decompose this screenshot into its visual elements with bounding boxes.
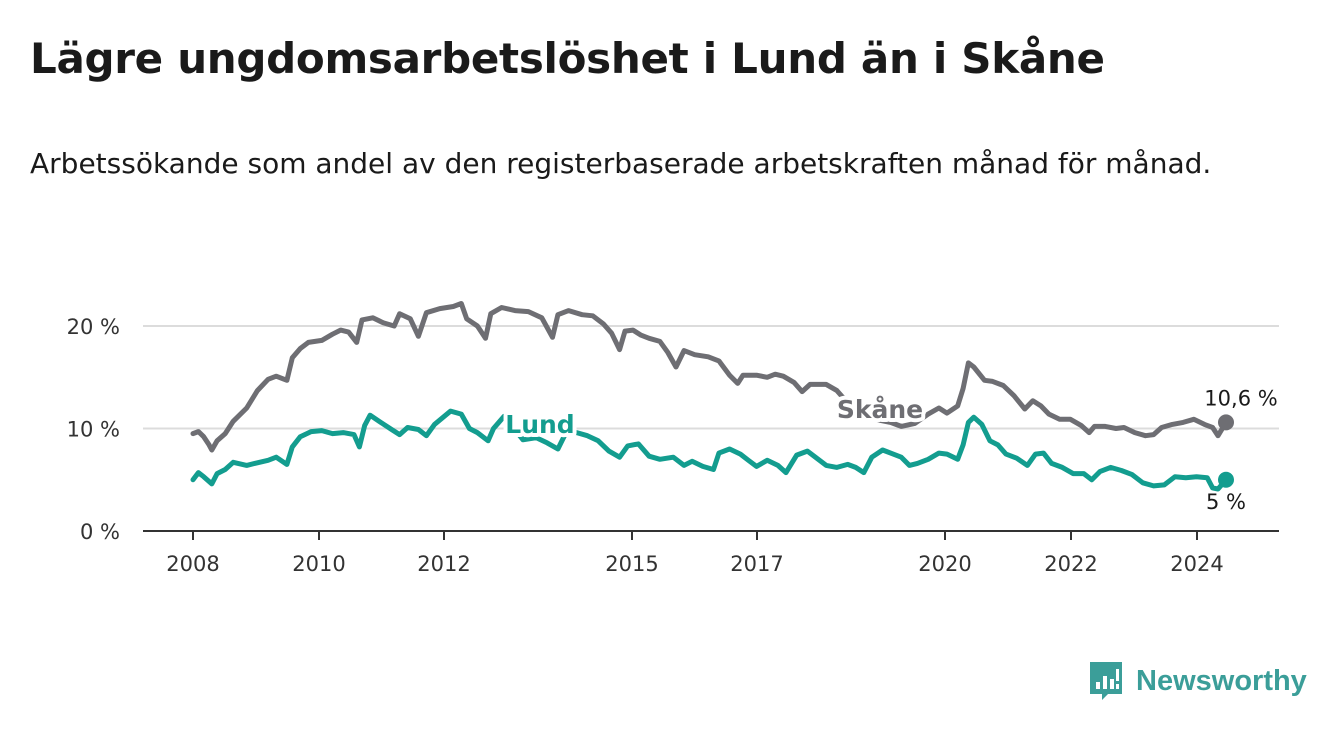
series-line-skne [190,301,1229,453]
series-label: Skåne [837,395,923,424]
end-point [1218,471,1234,488]
x-axis: 2008 2010 2012 2015 2017 2020 2022 2024 [143,530,1279,576]
x-tick-label: 2022 [1044,552,1097,576]
x-tick-label: 2012 [417,552,470,576]
y-tick-label: 20 % [67,315,120,339]
x-tick-label: 2020 [918,552,971,576]
x-tick-label: 2017 [730,552,783,576]
bar-chart-icon [1090,662,1122,700]
brand-name: Newsworthy [1136,664,1307,697]
y-tick-label: 0 % [80,520,120,544]
chart-subtitle: Arbetssökande som andel av den registerb… [30,147,1212,180]
x-tick-label: 2015 [605,552,658,576]
chart-title: Lägre ungdomsarbetslöshet i Lund än i Sk… [30,34,1105,83]
series-label-halo: Lund [505,410,574,439]
x-tick-label: 2008 [166,552,219,576]
gridlines: 0 % 10 % 20 % [67,315,1279,544]
x-tick-label: 2010 [292,552,345,576]
x-tick-label: 2024 [1170,552,1223,576]
end-value-label: 10,6 % [1204,386,1277,410]
series-label-halo: Skåne [837,395,923,424]
newsworthy-logo[interactable]: Newsworthy [1088,660,1307,702]
series-label: Lund [505,410,574,439]
y-tick-label: 10 % [67,418,120,442]
end-point [1218,414,1234,431]
end-value-label: 5 % [1206,490,1246,514]
series-lines [190,301,1234,492]
series-line-lund [190,408,1229,492]
